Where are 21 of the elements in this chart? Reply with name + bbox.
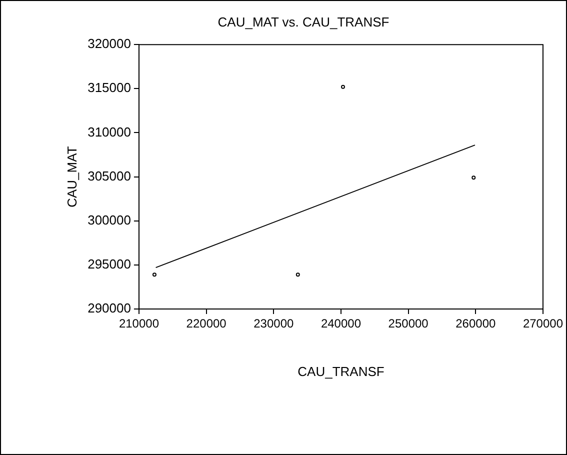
y-tick-label: 310000 bbox=[88, 124, 131, 140]
x-tick-label: 230000 bbox=[254, 316, 294, 331]
x-tick-label: 250000 bbox=[388, 316, 429, 331]
x-axis-title: CAU_TRANSF bbox=[298, 364, 384, 379]
point bbox=[472, 176, 476, 180]
x-tick-label: 260000 bbox=[456, 316, 496, 331]
point bbox=[152, 272, 156, 277]
point bbox=[341, 84, 345, 89]
x-tick-label: 220000 bbox=[186, 316, 227, 331]
x-tick-label: 270000 bbox=[522, 316, 564, 331]
y-tick-label: 290000 bbox=[88, 300, 131, 316]
chart-title: CAU_MAT vs. CAU_TRANSF bbox=[218, 14, 390, 30]
y-tick-label: 295000 bbox=[88, 256, 131, 272]
y-tick-label: 320000 bbox=[88, 36, 131, 52]
y-axis-title: CAU_MAT bbox=[64, 146, 80, 208]
y-tick-label: 315000 bbox=[88, 80, 131, 96]
point bbox=[296, 272, 300, 277]
y-tick-label: 300000 bbox=[88, 212, 131, 228]
x-tick-label: 210000 bbox=[118, 316, 160, 331]
y-tick-label: 305000 bbox=[88, 168, 131, 184]
x-tick-label: 240000 bbox=[320, 316, 362, 331]
